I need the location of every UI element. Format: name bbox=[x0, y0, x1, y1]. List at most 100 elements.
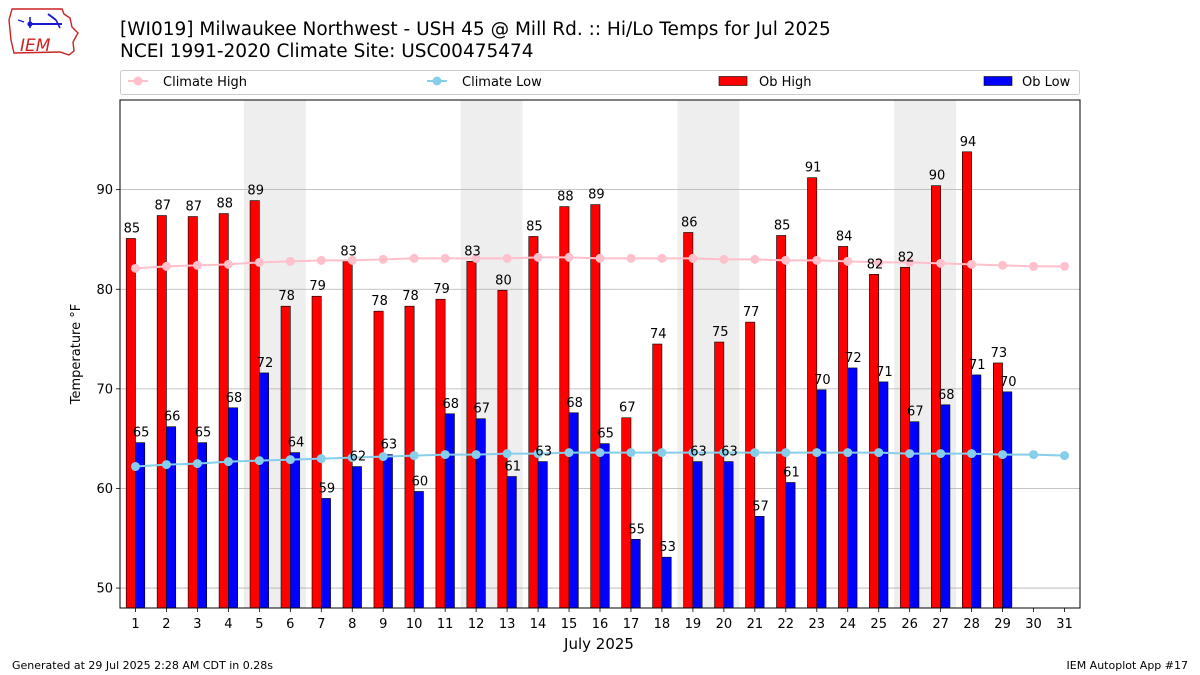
climate-low-point bbox=[161, 460, 171, 470]
ob-low-bar bbox=[228, 407, 238, 609]
ob-high-label: 73 bbox=[991, 346, 1008, 361]
ob-low-bar bbox=[320, 498, 331, 609]
climate-low-point bbox=[688, 448, 698, 458]
ob-low-bar bbox=[723, 461, 734, 609]
x-tick-label: 27 bbox=[932, 617, 949, 632]
climate-low-point bbox=[874, 448, 884, 458]
climate-low-point bbox=[936, 449, 946, 459]
climate-low-point bbox=[347, 453, 357, 463]
x-tick-label: 25 bbox=[870, 617, 887, 632]
footer-generated: Generated at 29 Jul 2025 2:28 AM CDT in … bbox=[12, 659, 273, 672]
x-tick-label: 13 bbox=[499, 617, 516, 632]
ob-low-label: 63 bbox=[535, 445, 552, 460]
ob-high-bar bbox=[590, 204, 601, 609]
climate-high-point bbox=[657, 253, 667, 263]
ob-high-bar bbox=[807, 177, 818, 609]
ob-high-bar bbox=[714, 341, 725, 609]
ob-high-label: 75 bbox=[712, 325, 729, 340]
ob-low-bar bbox=[599, 443, 610, 609]
climate-low-point bbox=[626, 448, 636, 458]
climate-low-point bbox=[905, 449, 915, 459]
ob-high-label: 89 bbox=[588, 188, 605, 203]
climate-low-point bbox=[223, 457, 233, 467]
ob-low-bar bbox=[290, 452, 300, 609]
ob-low-bar bbox=[351, 466, 362, 609]
x-tick-label: 10 bbox=[406, 617, 423, 632]
climate-low-point bbox=[719, 448, 729, 458]
x-tick-label: 22 bbox=[778, 617, 795, 632]
ob-high-bar bbox=[342, 261, 353, 609]
ob-low-bar bbox=[692, 461, 703, 609]
x-tick-label: 18 bbox=[654, 617, 671, 632]
x-tick-label: 21 bbox=[747, 617, 764, 632]
ob-high-label: 89 bbox=[247, 184, 264, 199]
climate-high-point bbox=[874, 257, 884, 267]
climate-high-point bbox=[626, 253, 636, 263]
ob-high-label: 85 bbox=[774, 218, 791, 233]
ob-high-label: 78 bbox=[371, 294, 388, 309]
ob-high-label: 85 bbox=[526, 219, 543, 234]
ob-low-label: 63 bbox=[381, 438, 398, 453]
ob-low-label: 65 bbox=[195, 426, 212, 441]
ob-high-bar bbox=[962, 151, 972, 609]
x-tick-label: 26 bbox=[901, 617, 918, 632]
climate-high-point bbox=[378, 254, 388, 264]
climate-low-point bbox=[440, 450, 450, 460]
ob-low-label: 65 bbox=[133, 426, 150, 441]
ob-low-bar bbox=[444, 413, 455, 609]
climate-high-point bbox=[192, 260, 202, 270]
x-tick-label: 20 bbox=[716, 617, 733, 632]
climate-low-point bbox=[564, 448, 574, 458]
ob-high-label: 79 bbox=[433, 282, 450, 297]
x-tick-label: 29 bbox=[994, 617, 1011, 632]
ob-high-bar bbox=[311, 295, 322, 609]
x-tick-label: 12 bbox=[468, 617, 485, 632]
climate-low-point bbox=[750, 448, 760, 458]
y-tick-label: 80 bbox=[96, 283, 113, 298]
iem-logo: IEM bbox=[8, 8, 79, 56]
ob-high-bar bbox=[652, 343, 663, 609]
ob-high-label: 88 bbox=[557, 190, 574, 205]
bars bbox=[125, 151, 1013, 609]
legend-item-climate-high: Climate High bbox=[128, 75, 247, 90]
climate-low-point bbox=[471, 450, 481, 460]
ob-high-label: 82 bbox=[898, 250, 915, 265]
ob-high-label: 77 bbox=[743, 305, 760, 320]
climate-high-point bbox=[812, 255, 822, 265]
ob-high-label: 82 bbox=[867, 257, 884, 272]
ob-high-bar bbox=[218, 213, 229, 609]
climate-high-point bbox=[533, 252, 543, 262]
ob-high-bar bbox=[900, 267, 910, 609]
x-tick-label: 23 bbox=[809, 617, 826, 632]
climate-high-point bbox=[502, 253, 512, 263]
climate-low-point bbox=[812, 448, 822, 458]
y-axis-title: Temperature °F bbox=[69, 304, 84, 405]
ob-low-bar bbox=[1002, 391, 1013, 609]
ob-high-bar bbox=[683, 232, 694, 609]
climate-high-point bbox=[285, 256, 295, 266]
legend-label-climate-high: Climate High bbox=[163, 75, 247, 90]
footer-app: IEM Autoplot App #17 bbox=[1067, 659, 1189, 672]
climate-low-point bbox=[316, 454, 326, 464]
ob-low-label: 63 bbox=[721, 445, 738, 460]
ob-low-bar bbox=[847, 367, 858, 609]
y-tick-label: 60 bbox=[96, 482, 113, 497]
climate-high-point bbox=[781, 255, 791, 265]
climate-low-point bbox=[843, 448, 853, 458]
ob-low-label: 68 bbox=[443, 397, 460, 412]
climate-low-point bbox=[533, 449, 543, 459]
climate-low-point bbox=[192, 459, 202, 469]
x-tick-label: 17 bbox=[623, 617, 640, 632]
ob-low-label: 72 bbox=[257, 356, 274, 371]
x-tick-label: 3 bbox=[193, 617, 201, 632]
ob-low-bar bbox=[816, 389, 827, 609]
ob-low-bar bbox=[630, 538, 641, 609]
legend-label-climate-low: Climate Low bbox=[462, 75, 542, 90]
climate-low-point bbox=[130, 462, 140, 472]
chart-subtitle: NCEI 1991-2020 Climate Site: USC00475474 bbox=[120, 41, 534, 62]
x-tick-label: 30 bbox=[1025, 617, 1042, 632]
ob-high-label: 88 bbox=[216, 197, 233, 212]
ob-high-bar bbox=[125, 238, 136, 609]
